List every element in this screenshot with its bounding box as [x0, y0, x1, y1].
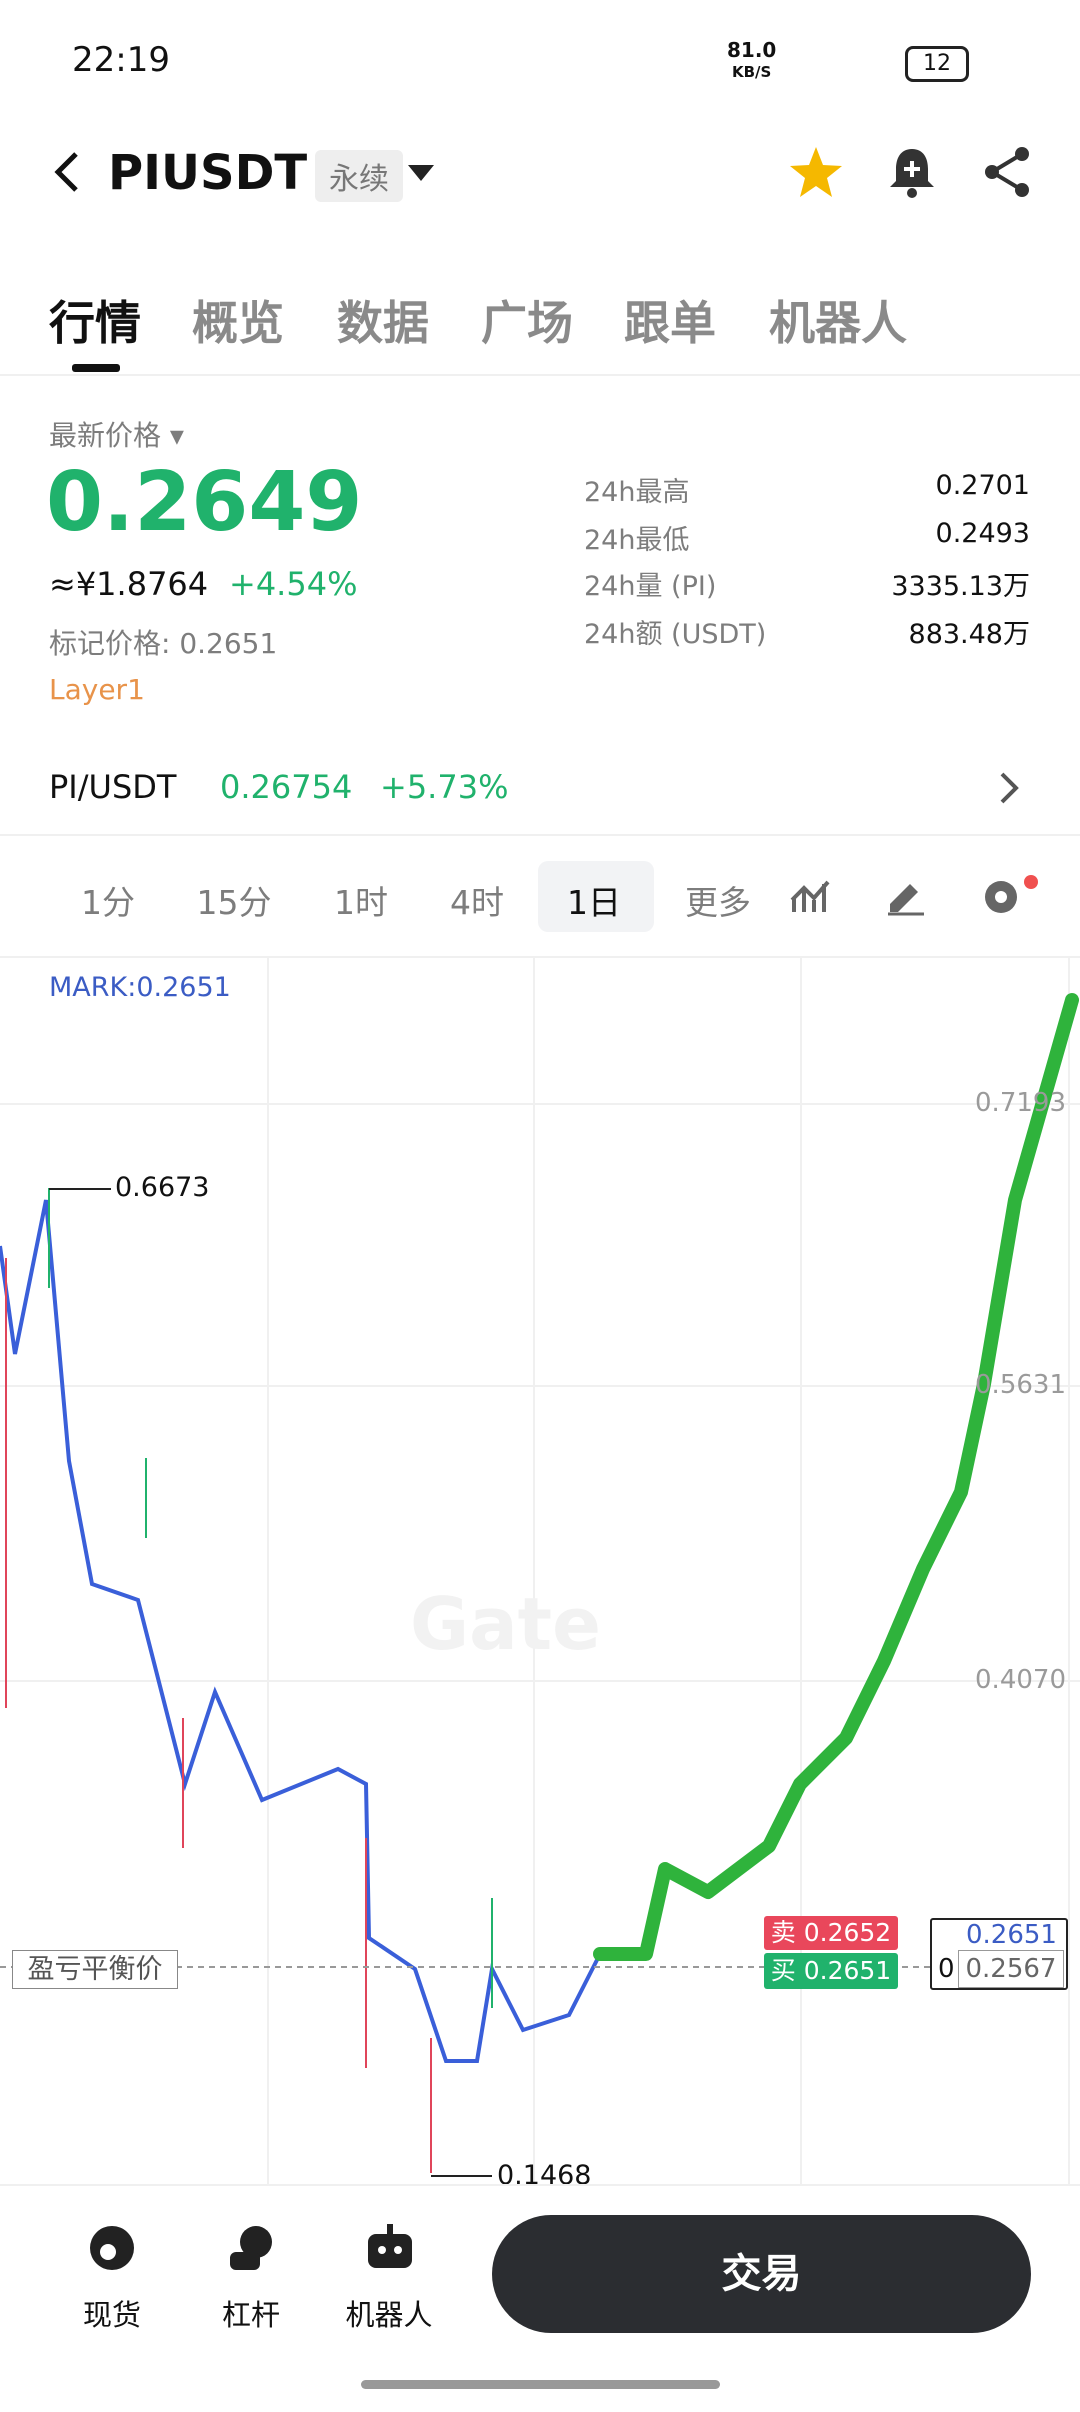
timeframe[interactable]: 15分: [196, 883, 272, 922]
stat-value: 883.48万: [908, 619, 1030, 650]
draw-icon[interactable]: [886, 878, 926, 916]
tab[interactable]: 行情: [49, 296, 141, 350]
buy-value: 0.2651: [803, 1956, 892, 1985]
buy-label: 买: [770, 1956, 796, 1985]
cny-price: ≈¥1.8764: [49, 565, 209, 603]
timeframe[interactable]: 更多: [685, 883, 751, 922]
time: 22:19: [72, 40, 170, 80]
divider: [0, 956, 1080, 958]
timeframe[interactable]: 1日: [567, 883, 621, 922]
high-label: 0.6673: [115, 1172, 210, 1203]
symbol[interactable]: PIUSDT: [108, 145, 308, 201]
home-indicator: [361, 2380, 720, 2389]
dropdown[interactable]: [408, 165, 434, 183]
back-button[interactable]: [48, 150, 88, 194]
settings-icon[interactable]: [980, 874, 1042, 918]
stat-label: 24h量 (PI): [584, 571, 717, 602]
tab-underline: [72, 364, 120, 372]
timeframe-selected-bg: [538, 861, 654, 932]
chevron[interactable]: [998, 770, 1020, 806]
timeframe[interactable]: 4时: [450, 883, 504, 922]
speed-unit: KB/S: [732, 63, 772, 81]
price-change: +4.54%: [229, 565, 358, 603]
net-speed: 81.0 KB/S: [727, 40, 776, 82]
divider: [0, 834, 1080, 836]
breakeven-label: 盈亏平衡价: [12, 1950, 178, 1989]
price-label: 最新价格 ▾: [49, 419, 184, 452]
battery: 12: [905, 46, 969, 82]
sell-price: 卖 0.2652: [764, 1916, 898, 1950]
spot-icon[interactable]: [88, 2224, 136, 2272]
low-label: 0.1468: [497, 2160, 592, 2191]
buy-price: 买 0.2651: [764, 1953, 898, 1989]
mark-label: MARK:0.2651: [49, 972, 231, 1003]
spot-price: 0.26754: [220, 768, 353, 806]
margin-icon[interactable]: [226, 2224, 276, 2272]
stat-value: 0.2493: [935, 518, 1030, 549]
y-label: 0.5631: [975, 1370, 1066, 1400]
tab[interactable]: 机器人: [769, 296, 907, 350]
bot-icon[interactable]: [364, 2222, 416, 2272]
spot-change: +5.73%: [380, 768, 509, 806]
watermark: Gate: [410, 1582, 601, 1666]
last-price: 0.2649: [46, 455, 363, 550]
divider: [0, 2184, 1080, 2186]
stat-label: 24h最低: [584, 525, 690, 556]
nav-item[interactable]: 现货: [82, 2298, 142, 2332]
chart: [0, 958, 1080, 2184]
stat-label: 24h最高: [584, 477, 690, 508]
right-price: 0.2651: [966, 1920, 1057, 1950]
sector-tag[interactable]: Layer1: [49, 673, 145, 706]
right-zero: 0: [938, 1954, 955, 1984]
divider: [0, 374, 1080, 376]
contract-tag: 永续: [315, 150, 403, 202]
tab[interactable]: 数据: [337, 296, 429, 350]
right-price2: 0.2567: [958, 1950, 1064, 1988]
tab[interactable]: 跟单: [624, 296, 716, 350]
spot-pair[interactable]: PI/USDT: [49, 768, 177, 806]
stat-value: 0.2701: [935, 470, 1030, 501]
nav-item[interactable]: 机器人: [345, 2298, 433, 2332]
share[interactable]: [982, 145, 1032, 199]
timeframe[interactable]: 1分: [81, 883, 135, 922]
favorite-star[interactable]: [788, 145, 844, 199]
stat-label: 24h额 (USDT): [584, 619, 767, 650]
stat-value: 3335.13万: [891, 571, 1030, 602]
tab[interactable]: 概览: [192, 296, 284, 350]
timeframe[interactable]: 1时: [334, 883, 388, 922]
sell-value: 0.2652: [803, 1918, 892, 1947]
sell-label: 卖: [770, 1918, 796, 1947]
price-label-text: 最新价格: [49, 419, 162, 452]
y-label: 0.7193: [975, 1088, 1066, 1118]
speed: 81.0: [727, 38, 777, 62]
alert-bell[interactable]: [888, 145, 936, 199]
y-label: 0.4070: [975, 1665, 1066, 1695]
tab[interactable]: 广场: [481, 296, 573, 350]
mark-price: 标记价格: 0.2651: [49, 627, 278, 660]
indicator-icon[interactable]: [790, 878, 830, 916]
nav-item[interactable]: 杠杆: [221, 2298, 281, 2332]
trade-button[interactable]: 交易: [492, 2215, 1031, 2333]
